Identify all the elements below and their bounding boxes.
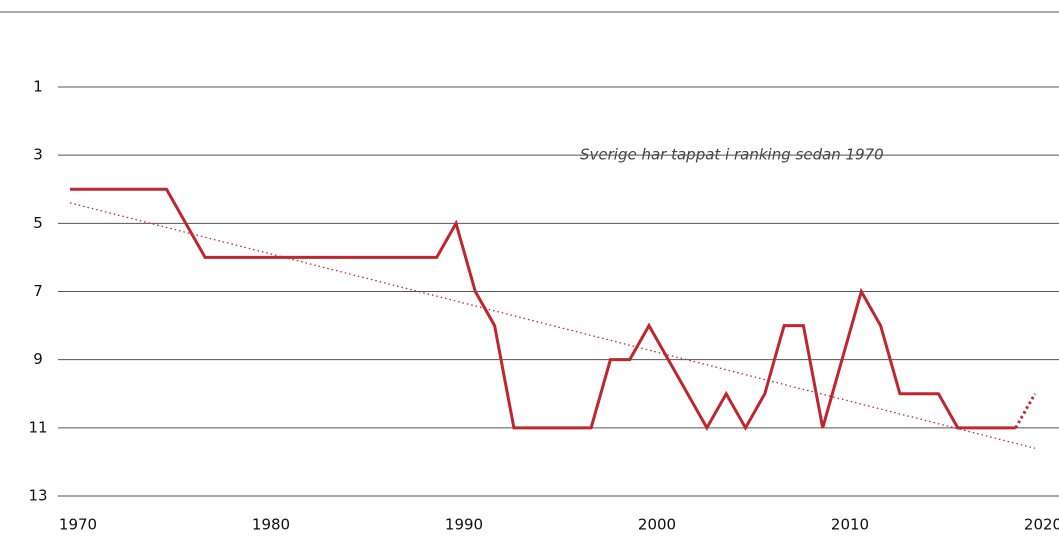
trend-line: [69, 202, 1036, 449]
y-tick-label: 9: [33, 350, 43, 368]
annotation: Sverige har tappat i ranking sedan 1970: [580, 146, 884, 164]
series-line: [1014, 393, 1037, 429]
x-tick-label: 2010: [831, 516, 869, 534]
x-tick-label: 2000: [638, 516, 676, 534]
y-tick-label: 3: [33, 146, 43, 164]
series-line: [70, 187, 1016, 431]
y-tick-label: 1: [33, 78, 43, 96]
y-tick-label: 5: [33, 214, 43, 232]
x-tick-label: 2020: [1024, 516, 1059, 534]
x-tick-label: 1990: [445, 516, 483, 534]
y-tick-label: 7: [33, 282, 43, 300]
y-tick-label: 11: [28, 418, 47, 436]
y-tick-label: 13: [28, 487, 47, 505]
x-tick-label: 1980: [252, 516, 290, 534]
x-tick-label: 1970: [59, 516, 97, 534]
